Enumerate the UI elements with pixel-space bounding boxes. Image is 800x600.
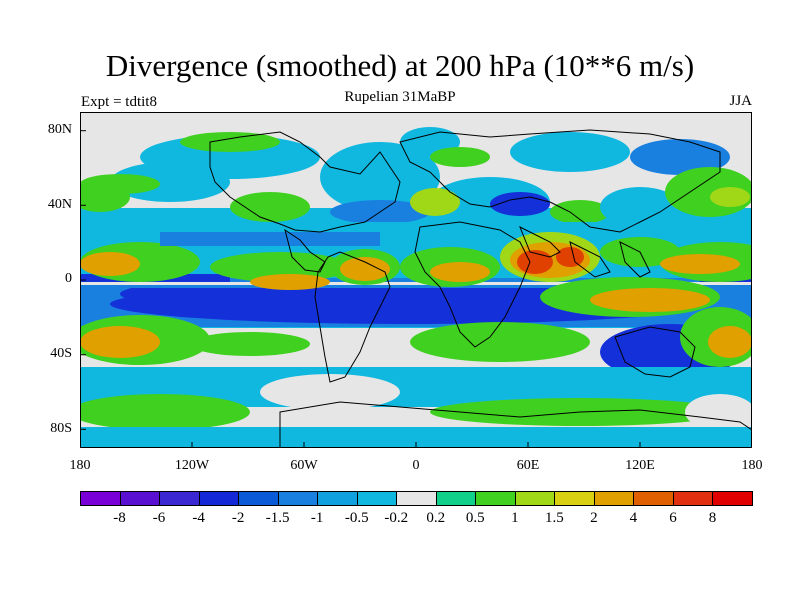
field-blob — [550, 200, 610, 224]
colorbar-label: -4 — [192, 510, 205, 526]
field-blob — [430, 262, 490, 282]
field-blob — [180, 132, 280, 152]
field-blob — [410, 322, 590, 362]
experiment-label: Expt = tdtit8 — [81, 94, 157, 110]
colorbar-swatch — [317, 491, 358, 506]
colorbar-label: 2 — [590, 510, 598, 526]
lat-label: 0 — [65, 271, 72, 286]
lon-label: 60E — [516, 458, 540, 473]
colorbar-swatch — [514, 491, 556, 506]
colorbar-label: 8 — [708, 510, 717, 526]
field-blob — [80, 182, 130, 212]
coastlines — [209, 129, 752, 448]
colorbar-label: 6 — [669, 510, 677, 526]
field-blob — [590, 288, 710, 312]
colorbar-swatch — [356, 491, 398, 506]
field-blob — [556, 247, 584, 267]
lat-label: 40S — [50, 346, 72, 361]
axis-ticks — [80, 130, 641, 448]
colorbar-swatch — [119, 491, 161, 506]
colorbar-label: -2 — [231, 510, 245, 526]
field-blob — [430, 147, 490, 167]
lon-label: 180 — [741, 458, 763, 473]
lon-label: 60W — [290, 458, 318, 473]
lon-label: 180 — [69, 458, 91, 473]
field-blob — [80, 252, 140, 276]
colorbar-label: -6 — [152, 510, 166, 526]
field-blob — [685, 394, 752, 430]
lon-label: 120W — [174, 458, 210, 473]
field-blob — [710, 187, 750, 207]
map-canvas — [80, 112, 752, 448]
field-layer — [80, 112, 752, 448]
field-blob — [600, 187, 680, 227]
map-title: Divergence (smoothed) at 200 hPa (10**6 … — [105, 48, 695, 83]
lat-label: 80N — [47, 122, 72, 137]
field-blob — [630, 139, 730, 175]
divergence-map — [80, 112, 752, 448]
colorbar-label: -1 — [310, 510, 324, 526]
field-blob — [320, 142, 440, 212]
colorbar-swatch — [712, 491, 753, 506]
field-blob — [340, 257, 390, 281]
field-blob — [230, 192, 310, 222]
colorbar-swatch — [435, 491, 477, 506]
map-subtitle: Rupelian 31MaBP — [344, 89, 456, 105]
field-blob — [160, 232, 380, 246]
colorbar-label: -1.5 — [265, 510, 290, 526]
colorbar-label: -0.5 — [344, 510, 369, 526]
colorbar-swatch — [80, 491, 121, 506]
colorbar-label: -0.2 — [384, 510, 409, 526]
field-blob — [260, 374, 400, 410]
colorbar-label: 0.5 — [465, 510, 485, 526]
field-blob — [80, 427, 752, 448]
colorbar-swatch — [593, 491, 635, 506]
field-blob — [210, 252, 350, 282]
field-blob — [80, 282, 752, 285]
season-label: JJA — [729, 93, 752, 109]
field-blob — [708, 326, 752, 358]
colorbar-swatch — [198, 491, 240, 506]
lon-label: 120E — [625, 458, 655, 473]
lon-label: 0 — [412, 458, 420, 473]
lat-label: 80S — [50, 421, 72, 436]
field-blob — [250, 274, 330, 290]
colorbar-swatch — [672, 491, 714, 506]
colorbar-swatch — [633, 491, 674, 506]
field-blob — [190, 332, 310, 356]
colorbar-label: 4 — [629, 510, 638, 526]
colorbar-swatch — [238, 491, 279, 506]
colorbar-swatch — [475, 491, 516, 506]
field-blob — [410, 188, 460, 216]
colorbar-label: -8 — [113, 510, 126, 526]
colorbar-label: 1.5 — [544, 510, 564, 526]
colorbar-swatch — [277, 491, 319, 506]
field-blob — [510, 132, 630, 172]
field-blob — [660, 254, 740, 274]
colorbar-label: 0.2 — [426, 510, 446, 526]
colorbar-swatch — [159, 491, 200, 506]
colorbar — [80, 491, 753, 506]
colorbar-swatch — [396, 491, 437, 506]
field-blob — [80, 326, 160, 358]
lat-label: 40N — [47, 197, 72, 212]
field-blob — [80, 222, 752, 232]
field-blob — [80, 394, 250, 430]
colorbar-label: 1 — [511, 510, 519, 526]
colorbar-swatch — [554, 491, 595, 506]
